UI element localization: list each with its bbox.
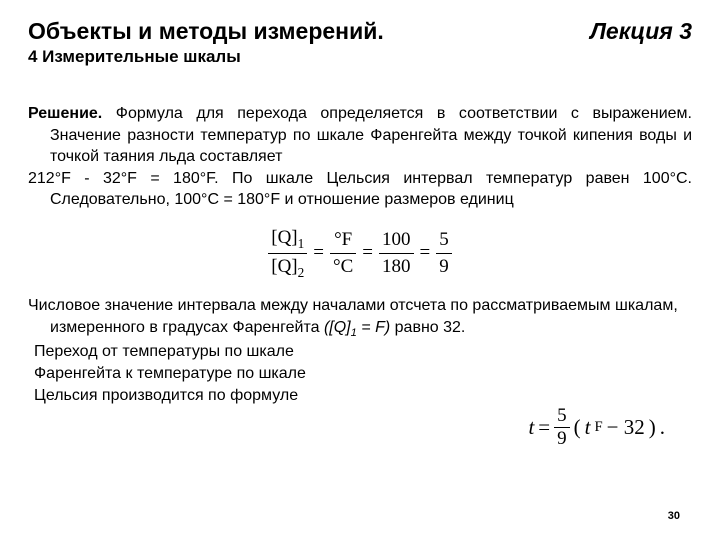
eq1: =: [313, 240, 324, 266]
f2-rp: ): [649, 415, 656, 440]
paragraph-1: Решение. Формула для перехода определяет…: [28, 103, 692, 211]
n100: 100: [379, 227, 414, 253]
n9a: 9: [436, 253, 452, 280]
f2-tF: t: [585, 415, 591, 440]
eq2: =: [362, 240, 373, 266]
p2-l3: Фаренгейта к температуре по шкале: [28, 363, 692, 385]
degC: °C: [330, 253, 356, 280]
f2-eq: =: [538, 415, 550, 440]
f2-dot: .: [660, 415, 665, 440]
eq3: =: [420, 240, 431, 266]
p2-l1i: ([Q]: [324, 319, 351, 336]
p2-l1tail: равно 32.: [390, 319, 465, 336]
p1-text-a: Формула для перехода определяется в соот…: [50, 105, 692, 165]
degF: °F: [331, 227, 355, 253]
p2-l2: Переход от температуры по шкале: [28, 341, 692, 363]
page-title: Объекты и методы измерений.: [28, 18, 384, 45]
q1-sub: 1: [298, 236, 305, 251]
formula-conversion: t = 5 9 (tF − 32) .: [528, 405, 665, 450]
n180: 180: [379, 253, 414, 280]
p2-l4: Цельсия производится по формуле: [28, 385, 692, 407]
f2-m32: − 32: [607, 415, 645, 440]
f2-5: 5: [554, 405, 570, 427]
q1-num: [Q]: [271, 227, 297, 248]
n5a: 5: [436, 227, 452, 253]
section-subtitle: 4 Измерительные шкалы: [28, 47, 692, 67]
f2-t: t: [528, 415, 534, 440]
lecture-label: Лекция 3: [590, 18, 692, 45]
f2-9: 9: [554, 427, 570, 450]
q2-sub: 2: [298, 265, 305, 280]
page-number: 30: [668, 510, 680, 522]
solution-label: Решение.: [28, 105, 102, 122]
p1-text-b: 212°F - 32°F = 180°F. По шкале Цельсия и…: [28, 168, 692, 211]
f2-fsub: F: [594, 419, 602, 436]
formula-ratio: [Q]1 [Q]2 = °F °C = 100 180 = 5 9: [28, 225, 692, 281]
paragraph-2: Числовое значение интервала между начала…: [28, 295, 692, 406]
f2-lp: (: [574, 415, 581, 440]
p2-l1end: = F): [357, 319, 390, 336]
q2-den: [Q]: [271, 256, 297, 277]
